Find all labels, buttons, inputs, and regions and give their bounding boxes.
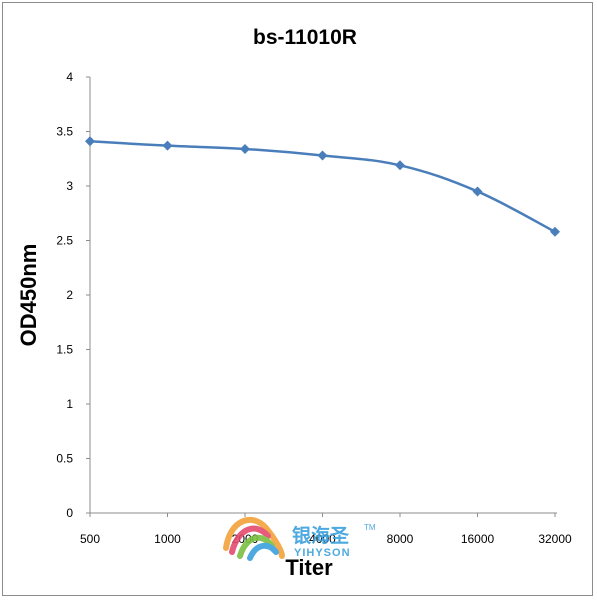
x-tick-label: 32000 (538, 532, 572, 546)
y-tick-label: 3.5 (56, 125, 73, 139)
x-axis-label: Titer (285, 555, 333, 580)
x-tick-label: 8000 (387, 532, 414, 546)
y-axis-label: OD450nm (16, 244, 41, 347)
watermark-logo: 银海圣 TM YIHYSON (223, 516, 376, 561)
data-point (550, 226, 560, 237)
watermark-cn: 银海圣 (292, 524, 350, 547)
series (85, 136, 560, 237)
y-tick-label: 2 (66, 288, 73, 302)
y-tick-label: 3 (66, 179, 73, 193)
watermark-tm: TM (364, 523, 376, 532)
data-point (317, 150, 328, 161)
y-tick-labels: 0 0.5 1 1.5 2 2.5 3 3.5 4 (56, 70, 73, 520)
data-point (240, 143, 250, 154)
x-tick-label: 1000 (154, 532, 181, 546)
y-tick-label: 1.5 (56, 343, 73, 357)
y-tick-label: 0.5 (56, 452, 73, 466)
logo-icon (223, 516, 285, 561)
data-point (85, 136, 95, 147)
data-point (162, 140, 173, 151)
x-tick-label: 16000 (461, 532, 495, 546)
y-tick-label: 4 (66, 70, 73, 84)
watermark-en: YIHYSON (294, 547, 351, 559)
x-tick-label: 4000 (309, 532, 336, 546)
x-tick-label: 500 (80, 532, 100, 546)
y-tick-label: 1 (66, 397, 73, 411)
data-point (395, 160, 405, 171)
data-point (472, 186, 483, 197)
axes (86, 76, 557, 517)
chart-title: bs-11010R (253, 26, 357, 49)
y-tick-label: 2.5 (56, 234, 73, 248)
y-tick-label: 0 (66, 506, 73, 520)
